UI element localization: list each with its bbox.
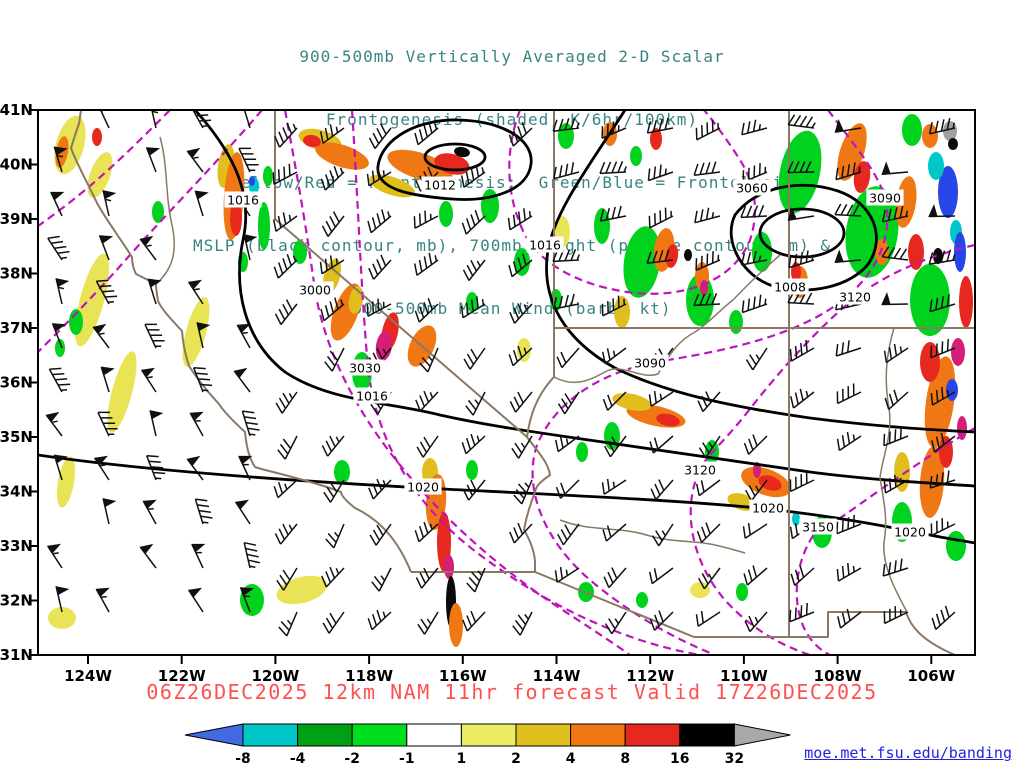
svg-text:3150: 3150	[802, 520, 834, 535]
svg-text:118W: 118W	[345, 667, 393, 685]
svg-text:16: 16	[670, 751, 689, 767]
svg-text:34N: 34N	[0, 483, 33, 501]
svg-text:32N: 32N	[0, 592, 33, 610]
svg-text:-8: -8	[235, 751, 251, 767]
svg-text:1020: 1020	[752, 501, 784, 516]
svg-text:1020: 1020	[407, 480, 439, 495]
mslp-contour	[545, 110, 975, 434]
mslp-contour-closed-low	[376, 118, 533, 201]
svg-text:1020: 1020	[894, 525, 926, 540]
height-contour	[689, 243, 975, 655]
svg-text:106W: 106W	[907, 667, 955, 685]
svg-text:110W: 110W	[720, 667, 768, 685]
mslp-contour-inner	[423, 142, 487, 172]
sacramento-river	[155, 136, 175, 285]
state-borders	[70, 110, 975, 655]
colorado-river	[553, 254, 781, 384]
mslp-contour	[193, 110, 975, 488]
svg-text:122W: 122W	[158, 667, 206, 685]
mslp-contour	[38, 453, 975, 545]
svg-text:3090: 3090	[634, 356, 666, 371]
mslp-contour-inner	[758, 207, 846, 259]
mslp-contours	[38, 110, 975, 545]
svg-text:3000: 3000	[299, 283, 331, 298]
california-coastline	[70, 110, 412, 573]
wind-barbs-layer	[45, 110, 956, 637]
nevada-utah-arizona-border	[526, 110, 555, 438]
svg-text:1012: 1012	[424, 178, 456, 193]
contour-labels: 1016 1012 1016 1008 1016 1020 1020 1020 3000 3030…	[224, 176, 929, 540]
banding-link[interactable]: moe.met.fsu.edu/banding	[804, 744, 1012, 762]
svg-text:37N: 37N	[0, 319, 33, 337]
title-line-1: 900-500mb Vertically Averaged 2-D Scalar	[299, 47, 725, 66]
svg-text:114W: 114W	[533, 667, 581, 685]
height-contour	[508, 110, 756, 295]
mslp-contour-closed-low	[729, 183, 878, 292]
svg-text:108W: 108W	[814, 667, 862, 685]
svg-text:39N: 39N	[0, 210, 33, 228]
forecast-valid-text: 06Z26DEC2025 12km NAM 11hr forecast Vali…	[146, 680, 878, 704]
colorbar: -8 -4 -2 -1 1 2 4 8 16 32	[184, 723, 791, 767]
height-contour	[531, 110, 889, 655]
svg-text:3090: 3090	[869, 191, 901, 206]
svg-text:3030: 3030	[349, 361, 381, 376]
svg-text:40N: 40N	[0, 156, 33, 174]
svg-text:-4: -4	[290, 751, 306, 767]
svg-text:-2: -2	[344, 751, 360, 767]
svg-text:33N: 33N	[0, 537, 33, 555]
california-nevada-border	[274, 110, 551, 572]
svg-text:3060: 3060	[736, 181, 768, 196]
mexico-border-steps	[534, 571, 956, 655]
svg-text:41N: 41N	[0, 101, 33, 119]
weather-map: 1016 1012 1016 1008 1016 1020 1020 1020 3000 3030…	[0, 101, 976, 685]
svg-text:3120: 3120	[684, 463, 716, 478]
svg-text:31N: 31N	[0, 646, 33, 664]
svg-text:1016: 1016	[227, 193, 259, 208]
svg-text:1: 1	[457, 751, 467, 767]
svg-text:1016: 1016	[529, 238, 561, 253]
svg-text:1016: 1016	[356, 389, 388, 404]
svg-text:38N: 38N	[0, 265, 33, 283]
svg-text:36N: 36N	[0, 374, 33, 392]
svg-text:35N: 35N	[0, 428, 33, 446]
svg-text:120W: 120W	[251, 667, 299, 685]
svg-text:2: 2	[511, 751, 521, 767]
height-contour	[38, 110, 263, 353]
rio-grande-river	[879, 327, 908, 613]
svg-text:-1: -1	[399, 751, 415, 767]
svg-text:112W: 112W	[626, 667, 674, 685]
svg-text:116W: 116W	[439, 667, 487, 685]
svg-text:4: 4	[566, 751, 576, 767]
svg-text:32: 32	[725, 751, 744, 767]
svg-text:1008: 1008	[774, 280, 806, 295]
svg-text:3120: 3120	[839, 290, 871, 305]
svg-text:124W: 124W	[64, 667, 112, 685]
height-contour	[38, 110, 171, 227]
svg-text:8: 8	[620, 751, 630, 767]
height-contour	[283, 110, 631, 655]
gila-river	[559, 519, 746, 554]
axis-labels: 41N 40N 39N 38N 37N 36N 35N 34N 33N 32N 31N 124W 122…	[0, 101, 956, 685]
height-contour	[350, 110, 701, 655]
